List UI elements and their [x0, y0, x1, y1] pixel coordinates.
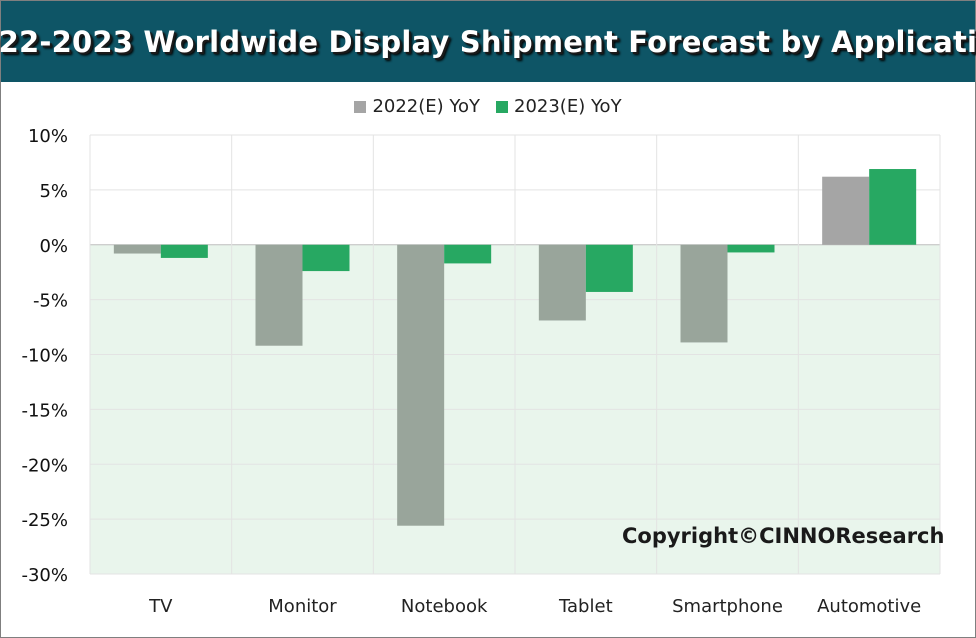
bar-monitor-2023 [302, 244, 350, 272]
legend-swatch-2022 [354, 100, 367, 113]
x-tick-label: Monitor [268, 596, 337, 617]
x-tick-label: Automotive [817, 596, 921, 617]
legend-swatch-2023 [496, 100, 508, 113]
y-tick-label: -5% [33, 291, 68, 312]
bar-monitor-2022 [255, 244, 303, 346]
y-tick-label: -25% [21, 510, 68, 531]
x-tick-label: Notebook [401, 596, 488, 617]
bar-notebook-2022 [397, 244, 445, 526]
y-tick-label: -20% [21, 455, 68, 476]
title-bar: 2022-2023 Worldwide Display Shipment For… [0, 1, 976, 82]
y-tick-label: -30% [21, 565, 68, 586]
bar-automotive-2023 [869, 169, 917, 245]
y-tick-label: -15% [21, 400, 68, 421]
bar-tablet-2022 [538, 244, 586, 321]
copyright-annotation: Copyright©CINNOResearch [622, 524, 945, 548]
chart-title: 2022-2023 Worldwide Display Shipment For… [0, 24, 976, 59]
bar-tv-2022 [113, 244, 161, 254]
bar-tv-2023 [160, 244, 208, 258]
x-tick-label: Tablet [558, 596, 613, 617]
legend-item-2022: 2022(E) YoY [354, 96, 480, 117]
bar-smartphone-2023 [727, 244, 775, 253]
bar-smartphone-2022 [680, 244, 728, 343]
legend-item-2023: 2023(E) YoY [496, 96, 622, 117]
legend: 2022(E) YoY 2023(E) YoY [0, 96, 976, 117]
y-tick-label: 10% [28, 126, 68, 147]
bar-notebook-2023 [444, 244, 492, 264]
bar-automotive-2022 [822, 176, 870, 245]
x-tick-label: Smartphone [672, 596, 783, 617]
x-tick-label: TV [148, 596, 173, 617]
y-tick-label: -10% [21, 346, 68, 367]
y-tick-label: 5% [39, 181, 68, 202]
legend-label-2023: 2023(E) YoY [514, 96, 622, 117]
legend-label-2022: 2022(E) YoY [372, 96, 480, 117]
bar-tablet-2023 [585, 244, 633, 292]
y-tick-label: 0% [39, 236, 68, 257]
